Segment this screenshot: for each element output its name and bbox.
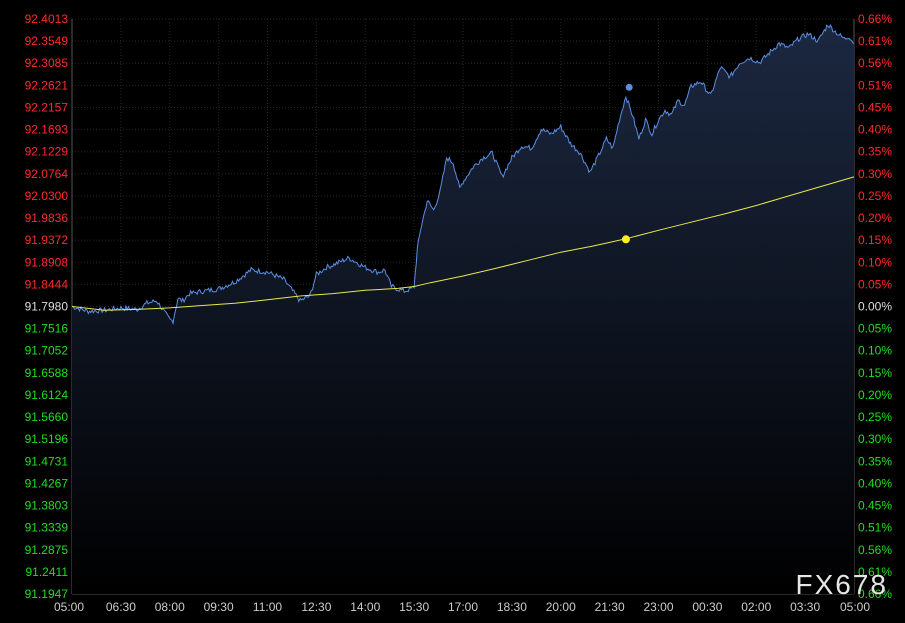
pct-tick-label: 0.40% — [858, 123, 892, 137]
pct-tick-label: 0.45% — [858, 100, 892, 114]
y-tick-label: 92.1693 — [25, 123, 69, 137]
pct-tick-label: 0.20% — [858, 388, 892, 402]
x-tick-label: 23:00 — [643, 600, 673, 614]
x-tick-label: 05:00 — [54, 600, 84, 614]
y-tick-label: 92.4013 — [25, 12, 69, 26]
pct-tick-label: 0.25% — [858, 189, 892, 203]
price-line — [71, 24, 855, 326]
y-tick-label: 92.1229 — [25, 145, 69, 159]
y-tick-label: 91.9372 — [25, 233, 69, 247]
pct-tick-label: 0.15% — [858, 233, 892, 247]
y-tick-label: 91.4267 — [25, 476, 69, 490]
y-tick-label: 91.8908 — [25, 255, 69, 269]
price-marker-dot — [625, 83, 633, 91]
y-tick-label: 91.7516 — [25, 322, 69, 336]
x-tick-label: 12:30 — [301, 600, 331, 614]
y-tick-label: 91.5660 — [25, 410, 69, 424]
y-tick-label: 92.0300 — [25, 189, 69, 203]
pct-tick-label: 0.66% — [858, 12, 892, 26]
pct-tick-label: 0.51% — [858, 78, 892, 92]
x-tick-label: 21:30 — [595, 600, 625, 614]
y-tick-label: 91.9836 — [25, 211, 69, 225]
x-tick-label: 11:00 — [253, 600, 282, 614]
pct-tick-label: 0.25% — [858, 410, 892, 424]
y-tick-label: 92.3085 — [25, 56, 69, 70]
x-tick-label: 09:30 — [204, 600, 234, 614]
y-tick-label: 91.1947 — [25, 587, 69, 601]
y-tick-label: 91.3339 — [25, 521, 69, 535]
watermark-text: FX678 — [796, 569, 889, 600]
pct-tick-label: 0.56% — [858, 56, 892, 70]
pct-tick-label: 0.05% — [858, 277, 892, 291]
x-tick-label: 08:00 — [155, 600, 185, 614]
y-tick-label: 91.6124 — [25, 388, 69, 402]
y-tick-label: 91.4731 — [25, 454, 69, 468]
x-tick-label: 18:30 — [497, 600, 527, 614]
pct-tick-label: 0.35% — [858, 454, 892, 468]
pct-tick-label: 0.51% — [858, 521, 892, 535]
pct-tick-label: 0.66% — [858, 587, 892, 601]
pct-tick-label: 0.20% — [858, 211, 892, 225]
y-tick-label: 92.2157 — [25, 100, 69, 114]
price-area-fill — [72, 25, 854, 595]
series — [71, 24, 855, 595]
y-tick-label: 91.3803 — [25, 499, 69, 513]
x-tick-label: 15:30 — [399, 600, 429, 614]
pct-tick-label: 0.15% — [858, 366, 892, 380]
y-tick-label: 91.7980 — [25, 300, 69, 314]
average-line — [71, 176, 855, 311]
y-tick-label: 92.2621 — [25, 78, 69, 92]
axis-labels: 92.4013 0.66% 92.3549 0.61% 92.3085 0.56% 92.2… — [25, 12, 893, 614]
average-marker-dot — [621, 235, 630, 244]
y-tick-label: 92.0764 — [25, 167, 69, 181]
x-tick-label: 03:30 — [790, 600, 820, 614]
pct-tick-label: 0.61% — [858, 34, 892, 48]
x-tick-label: 06:30 — [106, 600, 136, 614]
pct-tick-label: 0.61% — [858, 565, 892, 579]
pct-tick-label: 0.00% — [858, 300, 892, 314]
pct-tick-label: 0.30% — [858, 432, 892, 446]
pct-tick-label: 0.10% — [858, 255, 892, 269]
pct-tick-label: 0.30% — [858, 167, 892, 181]
pct-tick-label: 0.05% — [858, 322, 892, 336]
y-tick-label: 91.6588 — [25, 366, 69, 380]
y-tick-label: 92.3549 — [25, 34, 69, 48]
x-tick-label: 14:00 — [350, 600, 380, 614]
y-tick-label: 91.8444 — [25, 277, 69, 291]
pct-tick-label: 0.56% — [858, 543, 892, 557]
pct-tick-label: 0.10% — [858, 344, 892, 358]
y-tick-label: 91.7052 — [25, 344, 69, 358]
x-tick-label: 02:00 — [741, 600, 771, 614]
y-tick-label: 91.5196 — [25, 432, 69, 446]
y-tick-label: 91.2411 — [26, 565, 69, 579]
x-tick-label: 00:30 — [692, 600, 722, 614]
pct-tick-label: 0.35% — [858, 145, 892, 159]
pct-tick-label: 0.40% — [858, 476, 892, 490]
x-tick-label: 17:00 — [448, 600, 478, 614]
y-tick-label: 91.2875 — [25, 543, 69, 557]
pct-tick-label: 0.45% — [858, 499, 892, 513]
x-tick-label: 20:00 — [546, 600, 576, 614]
x-tick-label: 05:00 — [840, 600, 870, 614]
